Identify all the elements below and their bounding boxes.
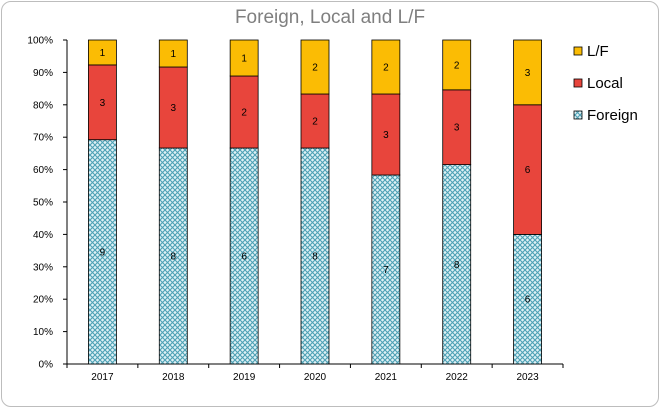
data-label: 9	[100, 247, 106, 258]
bar-segment-local	[158, 66, 188, 149]
y-tick-label: 50%	[33, 198, 53, 209]
bar-segment-l-f	[88, 39, 117, 66]
data-label: 1	[100, 48, 106, 59]
bar-segment-foreign	[442, 164, 472, 365]
y-tick-label: 90%	[33, 68, 53, 79]
bar-segment-local	[442, 89, 472, 166]
bar-segment-local	[371, 93, 401, 176]
legend-label: Foreign	[587, 107, 638, 124]
legend-swatch	[573, 110, 583, 120]
x-tick-label: 2018	[162, 372, 185, 383]
bar-segment-local	[229, 75, 259, 149]
y-tick-label: 60%	[33, 165, 53, 176]
data-label: 2	[312, 63, 318, 74]
data-label: 2	[383, 63, 389, 74]
bar-segment-l-f	[442, 39, 472, 91]
legend: L/F Local Foreign	[573, 43, 638, 124]
data-label: 3	[454, 123, 460, 134]
data-label: 3	[525, 68, 531, 79]
x-tick-label: 2021	[375, 372, 398, 383]
bar-segment-local	[513, 104, 542, 235]
bars: 9 3 1 8 3 1 6 2 1 8 2 2 7 3 2 8 3 2 6 6 3	[88, 39, 542, 365]
y-tick-label: 70%	[33, 133, 53, 144]
x-tick-label: 2017	[91, 372, 114, 383]
bar-segment-foreign	[229, 147, 259, 365]
y-tick-label: 10%	[33, 327, 53, 338]
legend-swatch	[573, 78, 583, 88]
data-label: 1	[171, 49, 177, 60]
legend-swatch	[573, 46, 583, 56]
data-label: 1	[241, 54, 247, 65]
bar-segment-l-f	[371, 39, 401, 95]
data-label: 3	[171, 103, 177, 114]
data-label: 6	[525, 165, 531, 176]
chart-title: Foreign, Local and L/F	[235, 7, 425, 28]
y-tick-label: 80%	[33, 100, 53, 111]
y-tick-label: 40%	[33, 230, 53, 241]
x-axis: 2017 2018 2019 2020 2021 2022 2023	[66, 363, 564, 383]
data-label: 8	[171, 252, 177, 263]
bar-segment-l-f	[229, 39, 259, 77]
data-label: 6	[241, 252, 247, 263]
data-label: 8	[312, 252, 318, 263]
x-tick-label: 2020	[304, 372, 327, 383]
x-tick-label: 2023	[516, 372, 539, 383]
y-tick-label: 20%	[33, 295, 53, 306]
bar-segment-l-f	[158, 39, 188, 68]
x-tick-label: 2019	[233, 372, 256, 383]
bar-segment-foreign	[88, 139, 117, 365]
x-tick-label: 2022	[446, 372, 469, 383]
bar-segment-l-f	[513, 39, 542, 106]
y-tick-label: 0%	[39, 360, 54, 371]
data-label: 6	[525, 295, 531, 306]
data-label: 8	[454, 260, 460, 271]
bar-segment-foreign	[513, 233, 542, 365]
data-label: 2	[454, 60, 460, 71]
bar-segment-l-f	[300, 39, 330, 95]
data-label: 3	[100, 98, 106, 109]
bar-segment-foreign	[371, 174, 401, 365]
legend-label: Local	[587, 75, 623, 92]
data-label: 3	[383, 130, 389, 141]
data-label: 2	[241, 108, 247, 119]
y-tick-label: 100%	[27, 36, 53, 47]
y-axis: 0% 10% 20% 30% 40% 50% 60% 70% 80% 90% 100%	[27, 36, 68, 371]
y-tick-label: 30%	[33, 262, 53, 273]
bar-segment-foreign	[158, 147, 188, 365]
data-label: 7	[383, 265, 389, 276]
legend-label: L/F	[587, 43, 609, 60]
data-label: 2	[312, 117, 318, 128]
